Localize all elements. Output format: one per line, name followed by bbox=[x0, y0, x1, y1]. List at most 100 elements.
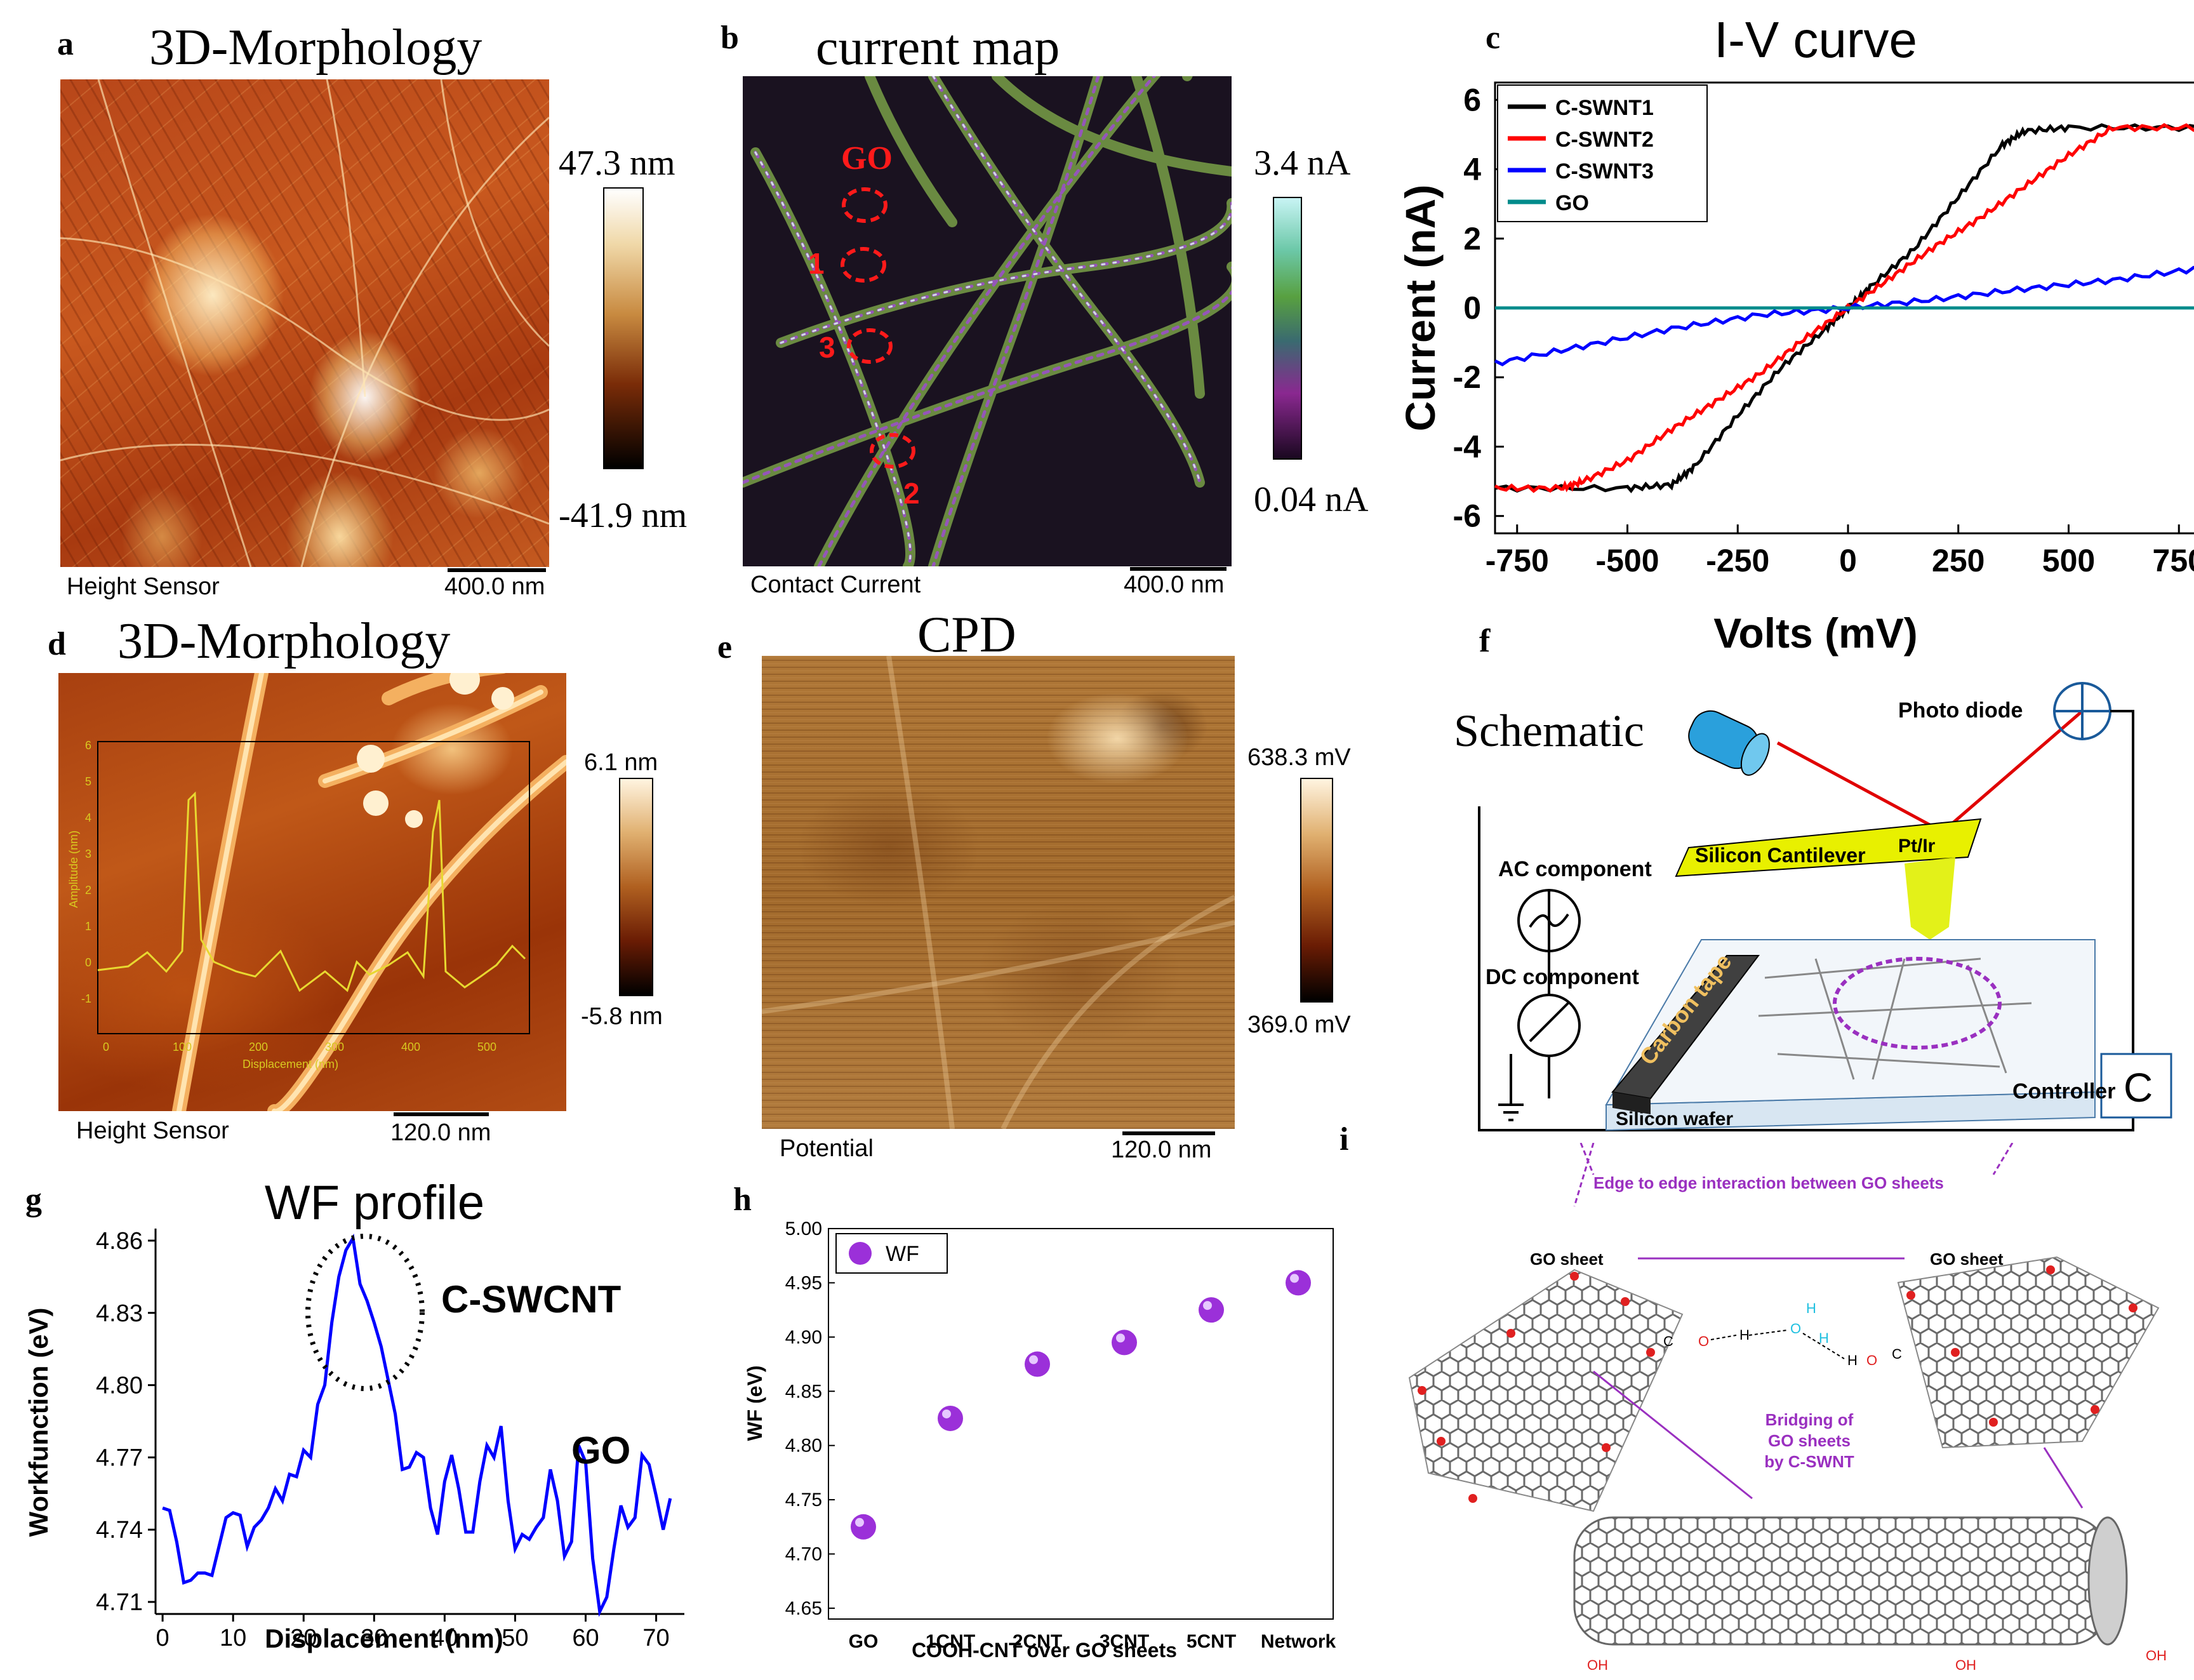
chart-h-point bbox=[1112, 1330, 1137, 1356]
inset-xtick: 400 bbox=[401, 1041, 420, 1053]
panel-b-caption: Contact Current bbox=[750, 571, 921, 598]
chart-h-xtick: 5CNT bbox=[1187, 1631, 1236, 1652]
chart-c-xtick: 250 bbox=[1932, 543, 1985, 578]
inset-xtick: 300 bbox=[325, 1041, 344, 1053]
inset-ylabel: Amplitude (nm) bbox=[67, 830, 80, 908]
panel-b-label: b bbox=[721, 20, 739, 56]
chart-c-legend-label: C-SWNT1 bbox=[1555, 96, 1654, 120]
wf-annot-cswcnt: C-SWCNT bbox=[441, 1278, 621, 1321]
chart-c-ytick: -4 bbox=[1453, 429, 1482, 464]
chart-h-ytick: 4.95 bbox=[785, 1272, 822, 1293]
chart-h-xlabel: COOH-CNT over GO sheets bbox=[912, 1639, 1177, 1662]
chart-h-point-highlight bbox=[942, 1409, 951, 1418]
panel-c-label: c bbox=[1486, 20, 1501, 56]
atom-o: O bbox=[1698, 1333, 1709, 1349]
chart-c-xtick: -250 bbox=[1706, 543, 1769, 578]
chart-c-xtick: 750 bbox=[2153, 543, 2194, 578]
chart-h-point bbox=[1199, 1297, 1224, 1323]
photo-diode-icon bbox=[2053, 682, 2111, 740]
photo-diode-label: Photo diode bbox=[1898, 698, 2023, 723]
wf-scatter-chart: 4.65 4.70 4.75 4.80 4.85 4.90 4.95 5.00 GO 1CNT 2C… bbox=[743, 1218, 1336, 1662]
panel-i-label: i bbox=[1340, 1121, 1349, 1157]
tip-label: Pt/Ir bbox=[1898, 836, 1936, 857]
bridging-line2: GO sheets bbox=[1768, 1431, 1851, 1450]
chart-h-xtick: 2CNT bbox=[1013, 1631, 1062, 1652]
inset-ytick: -1 bbox=[81, 992, 91, 1005]
wf-peak-circle bbox=[305, 1234, 425, 1391]
panel-e-cb-max: 638.3 mV bbox=[1247, 744, 1351, 771]
chart-h-point bbox=[851, 1514, 876, 1540]
chart-c-ytick: 6 bbox=[1463, 82, 1481, 117]
panel-a-caption: Height Sensor bbox=[67, 573, 220, 600]
chart-c-series-line bbox=[1494, 123, 2194, 493]
panel-d-title: 3D-Morphology bbox=[117, 613, 451, 669]
panel-d-colorbar bbox=[619, 778, 653, 996]
panel-a-title: 3D-Morphology bbox=[149, 20, 482, 76]
chart-h-point bbox=[1286, 1270, 1311, 1296]
chart-c-ytick: -2 bbox=[1453, 359, 1481, 395]
iv-curve-chart: I-V curve -750 -500 -250 0 250 500 750 -6 -4 -2 0 2… bbox=[1397, 11, 2194, 657]
chart-h-point-highlight bbox=[1290, 1274, 1299, 1283]
panel-g-label: g bbox=[25, 1182, 42, 1218]
laser-icon bbox=[1688, 710, 1770, 776]
chart-g-xlabel: Displacement (nm) bbox=[265, 1623, 503, 1653]
panel-b-scale-bar bbox=[1130, 567, 1227, 571]
panel-e-potential-image bbox=[762, 656, 1235, 1129]
chart-h-frame bbox=[828, 1228, 1334, 1620]
chart-c-xtick: 500 bbox=[2042, 543, 2095, 578]
ac-label: AC component bbox=[1498, 857, 1652, 881]
panel-e-title: CPD bbox=[917, 607, 1016, 663]
chart-g-xtick: 10 bbox=[220, 1625, 246, 1651]
panel-a-height-image bbox=[60, 79, 549, 567]
chart-h-ytick: 4.70 bbox=[785, 1544, 822, 1565]
panel-d-cb-min: -5.8 nm bbox=[581, 1003, 663, 1030]
atom-c: C bbox=[1663, 1333, 1673, 1349]
chart-c-ylabel: Current (nA) bbox=[1397, 185, 1444, 432]
chart-h-legend-swatch bbox=[849, 1242, 872, 1265]
chart-h-legend-label: WF bbox=[886, 1242, 919, 1266]
inset-ytick: 3 bbox=[85, 848, 91, 860]
go-sheet-label-left: GO sheet bbox=[1530, 1250, 1604, 1269]
chart-h-ytick: 5.00 bbox=[785, 1218, 822, 1239]
chart-h-xtick: 3CNT bbox=[1100, 1631, 1149, 1652]
panel-b-current-image: GO 1 3 2 bbox=[743, 76, 1232, 566]
chart-h-ylabel: WF (eV) bbox=[743, 1365, 766, 1441]
panel-b-scale-label: 400.0 nm bbox=[1124, 571, 1225, 598]
panel-a-cb-max: 47.3 nm bbox=[559, 143, 675, 183]
chart-g-ytick: 4.74 bbox=[96, 1517, 143, 1543]
chart-c-series-line bbox=[1494, 265, 2194, 366]
chart-g-ytick: 4.83 bbox=[96, 1300, 143, 1327]
go-sheet-left bbox=[1408, 1269, 1684, 1512]
chart-g-xtick: 40 bbox=[431, 1625, 458, 1651]
chart-h-point-highlight bbox=[1203, 1301, 1212, 1310]
inset-ytick: 0 bbox=[85, 956, 91, 969]
panel-b-title: current map bbox=[816, 20, 1060, 76]
chart-g-xtick: 30 bbox=[361, 1625, 387, 1651]
chart-g-ytick: 4.86 bbox=[96, 1228, 143, 1255]
chart-h-xtick: GO bbox=[849, 1631, 879, 1652]
chart-h-ytick: 4.65 bbox=[785, 1598, 822, 1619]
chart-c-ytick: 4 bbox=[1463, 152, 1481, 187]
inset-xtick: 100 bbox=[173, 1041, 192, 1053]
panel-e-colorbar bbox=[1300, 778, 1333, 1003]
chart-h-ytick: 4.90 bbox=[785, 1327, 822, 1348]
inset-xtick: 500 bbox=[477, 1041, 496, 1053]
chart-g-ytick: 4.77 bbox=[96, 1444, 143, 1471]
atom-oh: OH bbox=[1955, 1657, 1976, 1673]
chart-g-ytick: 4.80 bbox=[96, 1373, 143, 1399]
inset-xtick: 200 bbox=[249, 1041, 268, 1053]
panel-a-scale-bar bbox=[448, 568, 546, 572]
atom-o: O bbox=[1790, 1321, 1801, 1337]
atom-o: O bbox=[1866, 1352, 1877, 1368]
inset-xtick: 0 bbox=[103, 1041, 109, 1053]
dc-label: DC component bbox=[1486, 965, 1639, 989]
atom-h: H bbox=[1806, 1300, 1816, 1316]
chart-h-point-highlight bbox=[1116, 1333, 1125, 1343]
panel-d-caption: Height Sensor bbox=[76, 1117, 229, 1144]
panel-d-height-image: 6 5 4 3 2 1 0 -1 0 100 200 300 400 500 D… bbox=[58, 673, 566, 1111]
panel-e-caption: Potential bbox=[780, 1135, 874, 1162]
panel-d-cb-max: 6.1 nm bbox=[584, 749, 658, 776]
controller-label: Controller bbox=[2012, 1079, 2115, 1103]
panel-b-marker-3: 3 bbox=[819, 331, 835, 364]
carbon-nanotube bbox=[1573, 1516, 2128, 1646]
